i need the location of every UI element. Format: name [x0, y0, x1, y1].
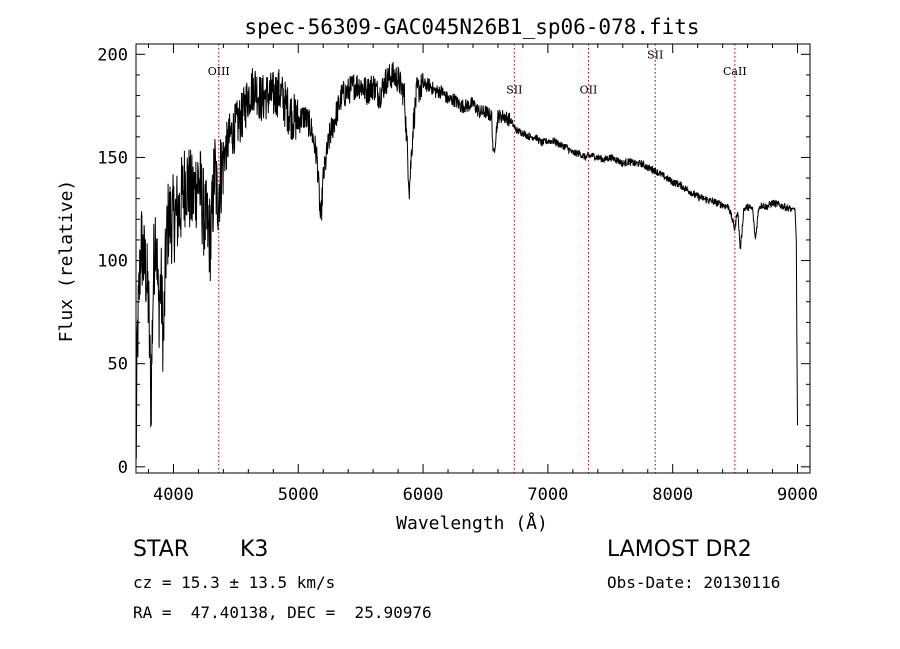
x-tick-label: 6000 [403, 485, 444, 505]
x-tick-label: 7000 [527, 485, 568, 505]
annotation-layer: OIII SII OII SII CaII [208, 44, 747, 473]
line-marker-label: CaII [723, 65, 747, 78]
line-marker-label: SII [506, 84, 522, 97]
x-tick-label: 5000 [278, 485, 319, 505]
x-tick-label: 9000 [777, 485, 818, 505]
object-class: STAR [133, 537, 190, 562]
x-tick-label: 4000 [153, 485, 194, 505]
line-marker-label: OII [580, 84, 598, 97]
redshift-line: cz = 15.3 ± 13.5 km/s [133, 573, 336, 592]
y-tick-label: 100 [97, 252, 128, 272]
x-axis-label: Wavelength (Å) [396, 512, 548, 534]
x-tick-label: 8000 [652, 485, 693, 505]
y-axis-label: Flux (relative) [56, 180, 77, 343]
line-marker-label: OIII [208, 65, 230, 78]
obs-date: Obs-Date: 20130116 [607, 573, 781, 592]
object-subclass: K3 [240, 537, 269, 562]
spectrum-line [135, 61, 798, 459]
survey-name: LAMOST DR2 [607, 537, 752, 562]
y-tick-label: 50 [108, 355, 128, 375]
chart-title: spec-56309-GAC045N26B1_sp06-078.fits [244, 15, 699, 39]
y-tick-label: 0 [118, 458, 128, 478]
line-marker-label: SII [647, 48, 663, 61]
coordinates-line: RA = 47.40138, DEC = 25.90976 [133, 603, 432, 622]
y-tick-label: 200 [97, 45, 128, 65]
tick-layer: 4000 5000 6000 7000 8000 9000 0 50 100 150 200 [97, 44, 818, 505]
y-tick-label: 150 [97, 148, 128, 168]
